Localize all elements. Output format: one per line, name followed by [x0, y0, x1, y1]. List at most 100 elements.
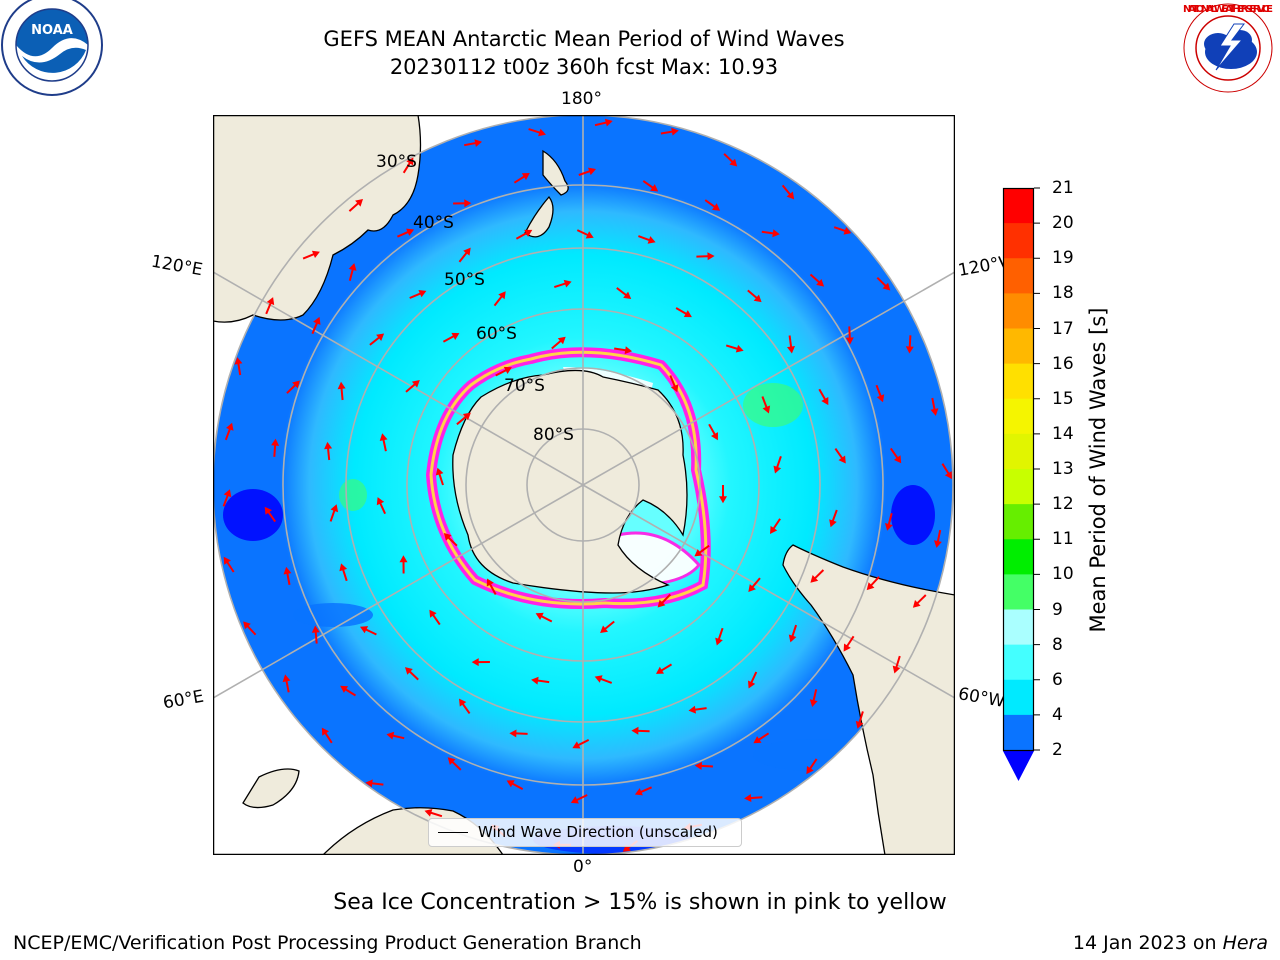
- wave-direction-arrowhead: [292, 380, 300, 389]
- wave-direction-arrowhead: [464, 199, 472, 208]
- colorbar-tick-label: 11: [1052, 529, 1074, 550]
- wave-direction-arrowhead: [838, 455, 846, 464]
- wave-direction-arrowhead: [843, 227, 852, 235]
- colorbar-band: [1003, 258, 1034, 294]
- wave-direction-arrowhead: [282, 674, 291, 683]
- wave-direction-arrowhead: [809, 699, 818, 707]
- wave-direction-arrowhead: [892, 665, 901, 674]
- lon-label-180: 180°: [561, 89, 602, 109]
- colorbar-tick-label: 12: [1052, 494, 1074, 515]
- svg-text:NATIONAL WEATHER SERVICE: NATIONAL WEATHER SERVICE: [1183, 4, 1273, 15]
- colorbar-band: [1003, 433, 1034, 470]
- colorbar-band: [1003, 469, 1034, 505]
- lon-label-120e: 120°E: [149, 251, 205, 281]
- wave-direction-arrowhead: [486, 578, 494, 587]
- colorbar-band: [1003, 609, 1034, 646]
- colorbar-band: [1003, 363, 1034, 400]
- colorbar-band: [1003, 714, 1034, 751]
- wave-direction-arrowhead: [866, 582, 875, 591]
- wave-direction-arrowhead: [707, 252, 715, 261]
- wave-direction-arrowhead: [694, 761, 702, 770]
- wave-direction-arrowhead: [365, 779, 373, 788]
- lat-label-60s: 60°S: [476, 324, 517, 344]
- wave-direction-arrowhead: [944, 471, 952, 480]
- wave-direction-arrowhead: [506, 780, 515, 788]
- wave-direction-arrowhead: [406, 228, 415, 236]
- wave-direction-arrowhead: [588, 167, 596, 176]
- new-zealand-north: [542, 149, 569, 196]
- colorbar-band: [1003, 293, 1034, 330]
- wave-direction-arrowhead: [711, 432, 718, 441]
- wave-direction-arrowhead: [604, 118, 613, 127]
- colorbar-tick-label: 10: [1052, 564, 1074, 585]
- wave-direction-arrowhead: [885, 523, 893, 531]
- lat-label-80s: 80°S: [533, 425, 574, 445]
- legend-line-sample: [438, 832, 468, 833]
- wave-direction-arrowhead: [671, 127, 679, 136]
- wave-direction-arrowhead: [243, 621, 251, 630]
- colorbar-tick-label: 19: [1052, 248, 1074, 269]
- wave-direction-arrowhead: [735, 344, 744, 353]
- colorbar-band: [1003, 539, 1034, 575]
- wave-direction-arrowhead: [683, 310, 692, 318]
- colorbar-tick-label: 15: [1052, 388, 1074, 409]
- new-zealand-south: [524, 195, 554, 238]
- wave-direction-arrowhead: [418, 290, 427, 298]
- wave-direction-arrowhead: [474, 139, 482, 147]
- wave-direction-arrowhead: [650, 184, 659, 192]
- wave-direction-arrowhead: [399, 555, 408, 563]
- wave-direction-arrowhead: [821, 397, 829, 406]
- madagascar: [242, 768, 300, 809]
- wave-direction-arrowhead: [772, 229, 780, 238]
- wave-direction-arrowhead: [647, 236, 656, 244]
- wave-direction-arrowhead: [538, 128, 546, 137]
- wave-direction-arrowhead: [340, 685, 349, 693]
- wave-direction-arrowhead: [631, 726, 639, 735]
- wave-direction-arrowhead: [594, 675, 603, 683]
- wave-direction-arrowhead: [729, 158, 738, 167]
- wave-direction-arrowhead: [656, 666, 664, 674]
- wave-direction-arrowhead: [748, 680, 756, 689]
- wave-direction-arrowhead: [572, 741, 581, 749]
- wave-direction-arrowhead: [623, 291, 632, 299]
- wave-direction-arrowhead: [624, 346, 633, 355]
- wave-direction-arrowhead: [753, 294, 762, 303]
- colorbar-tick-label: 2: [1052, 740, 1063, 760]
- wave-direction-arrowhead: [719, 496, 727, 504]
- lon-label-60e: 60°E: [161, 686, 206, 714]
- wave-direction-arrowhead: [376, 333, 385, 341]
- wave-direction-arrowhead: [360, 626, 369, 634]
- wave-direction-arrowhead: [657, 599, 666, 608]
- wave-direction-arrowhead: [266, 297, 275, 306]
- wave-direction-arrowhead: [600, 625, 608, 633]
- lat-label-50s: 50°S: [444, 270, 485, 290]
- wave-direction-arrowhead: [787, 346, 795, 354]
- wave-direction-arrowhead: [503, 366, 512, 374]
- colorbar-band: [1003, 679, 1034, 716]
- wave-direction-arrowhead: [585, 231, 594, 239]
- wave-direction-arrowhead: [429, 609, 437, 618]
- wave-direction-arrowhead: [905, 346, 914, 354]
- wave-direction-arrowhead: [670, 384, 679, 393]
- wave-direction-arrowhead: [324, 441, 333, 450]
- footer-producer: NCEP/EMC/Verification Post Processing Pr…: [13, 932, 642, 954]
- wave-direction-arrowhead: [379, 433, 388, 441]
- wave-direction-arrowhead: [435, 467, 444, 476]
- wave-direction-arrowhead: [753, 736, 762, 744]
- wave-direction-arrowhead: [348, 263, 357, 271]
- wave-direction-arrowhead: [313, 316, 321, 325]
- wave-direction-arrowhead: [424, 809, 433, 817]
- wave-direction-arrowhead: [459, 698, 467, 707]
- wave-direction-arrowhead: [748, 584, 756, 592]
- colorbar-band: [1003, 188, 1034, 224]
- wave-direction-arrowhead: [786, 191, 795, 200]
- colorbar-tick-label: 4: [1052, 704, 1063, 725]
- map-svg: [212, 114, 956, 856]
- wave-direction-arrowhead: [744, 794, 752, 802]
- wave-direction-arrowhead: [521, 173, 530, 181]
- wave-direction-arrowhead: [463, 247, 471, 256]
- colorbar-tick-label: 18: [1052, 283, 1074, 304]
- wave-direction-arrowhead: [688, 705, 696, 714]
- map-legend: Wind Wave Direction (unscaled): [428, 818, 742, 847]
- footer-date: 14 Jan 2023 on Hera: [1072, 932, 1268, 954]
